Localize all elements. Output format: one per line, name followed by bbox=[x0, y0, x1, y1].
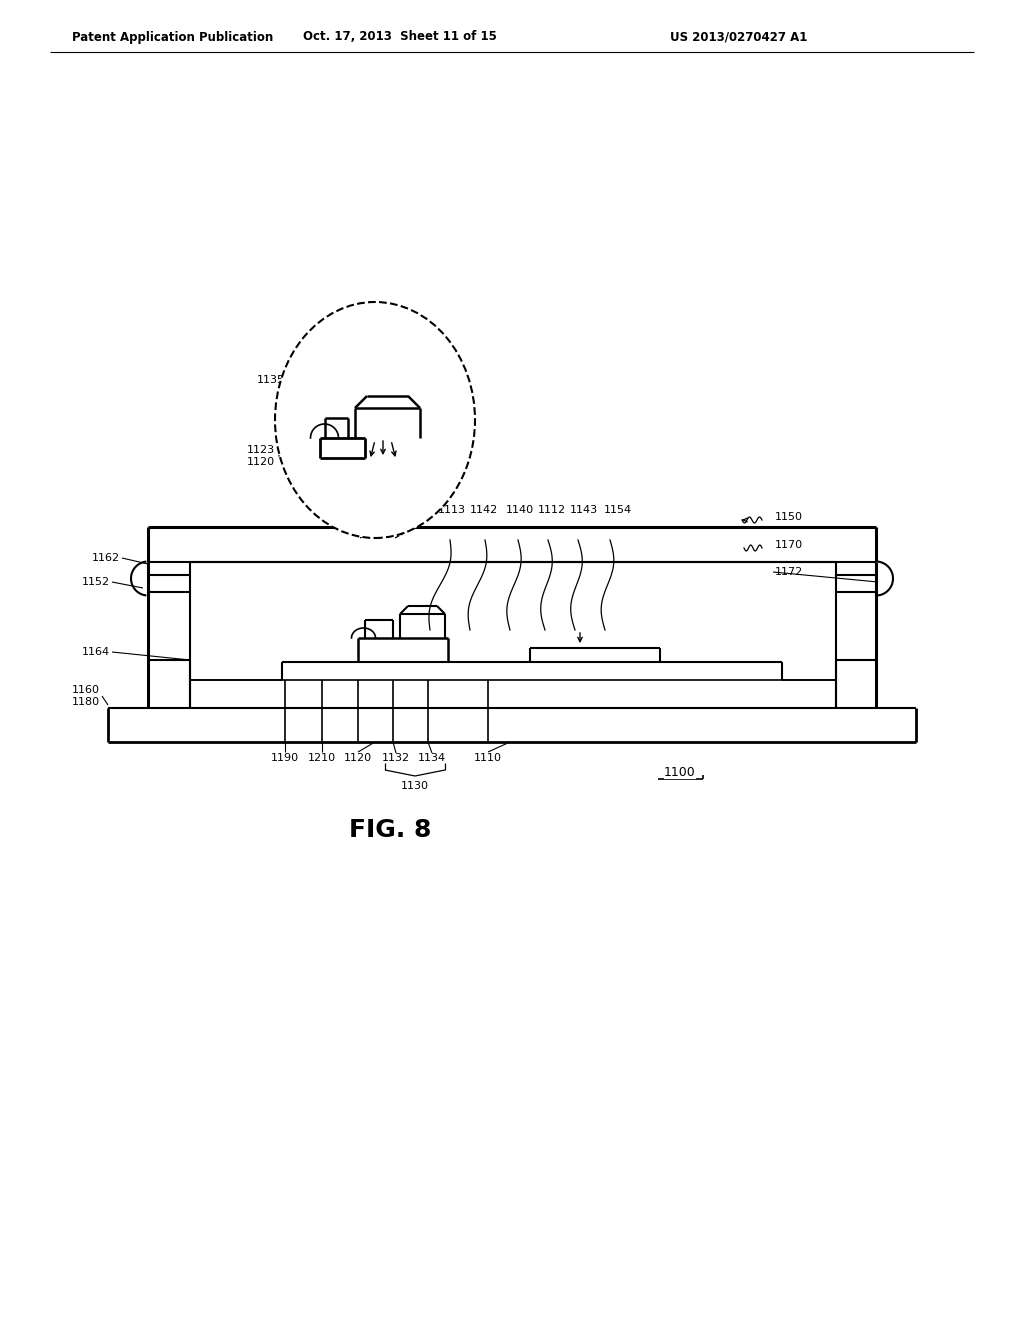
Text: 1134: 1134 bbox=[418, 752, 446, 763]
Text: 1162: 1162 bbox=[92, 553, 120, 564]
Text: 1112: 1112 bbox=[538, 506, 566, 515]
Text: 1123: 1123 bbox=[247, 445, 275, 455]
Text: 1190: 1190 bbox=[271, 752, 299, 763]
Text: 1134: 1134 bbox=[436, 414, 464, 425]
Text: Oct. 17, 2013  Sheet 11 of 15: Oct. 17, 2013 Sheet 11 of 15 bbox=[303, 30, 497, 44]
Text: 1160: 1160 bbox=[72, 685, 100, 696]
Text: 1120: 1120 bbox=[344, 752, 372, 763]
Text: 1172: 1172 bbox=[775, 568, 803, 577]
Text: 1152: 1152 bbox=[82, 577, 110, 587]
Text: 1113: 1113 bbox=[438, 506, 466, 515]
Text: Patent Application Publication: Patent Application Publication bbox=[72, 30, 273, 44]
Ellipse shape bbox=[275, 302, 475, 539]
Text: 1210: 1210 bbox=[308, 752, 336, 763]
Text: 1130: 1130 bbox=[401, 781, 429, 791]
Text: US 2013/0270427 A1: US 2013/0270427 A1 bbox=[670, 30, 807, 44]
Text: FIG. 8: FIG. 8 bbox=[349, 818, 431, 842]
Text: 1170: 1170 bbox=[775, 540, 803, 550]
Text: 1142: 1142 bbox=[470, 506, 498, 515]
Text: 1120: 1120 bbox=[247, 457, 275, 467]
Text: 1154: 1154 bbox=[604, 506, 632, 515]
Text: 1143: 1143 bbox=[570, 506, 598, 515]
Text: 1132: 1132 bbox=[382, 752, 410, 763]
Text: 1180: 1180 bbox=[72, 697, 100, 708]
Text: 1100: 1100 bbox=[665, 766, 696, 779]
Text: 1150: 1150 bbox=[775, 512, 803, 521]
Text: 1110: 1110 bbox=[474, 752, 502, 763]
Text: 1140: 1140 bbox=[506, 506, 535, 515]
Text: 1132: 1132 bbox=[401, 345, 429, 355]
Text: 1135: 1135 bbox=[257, 375, 285, 385]
Text: 1164: 1164 bbox=[82, 647, 110, 657]
